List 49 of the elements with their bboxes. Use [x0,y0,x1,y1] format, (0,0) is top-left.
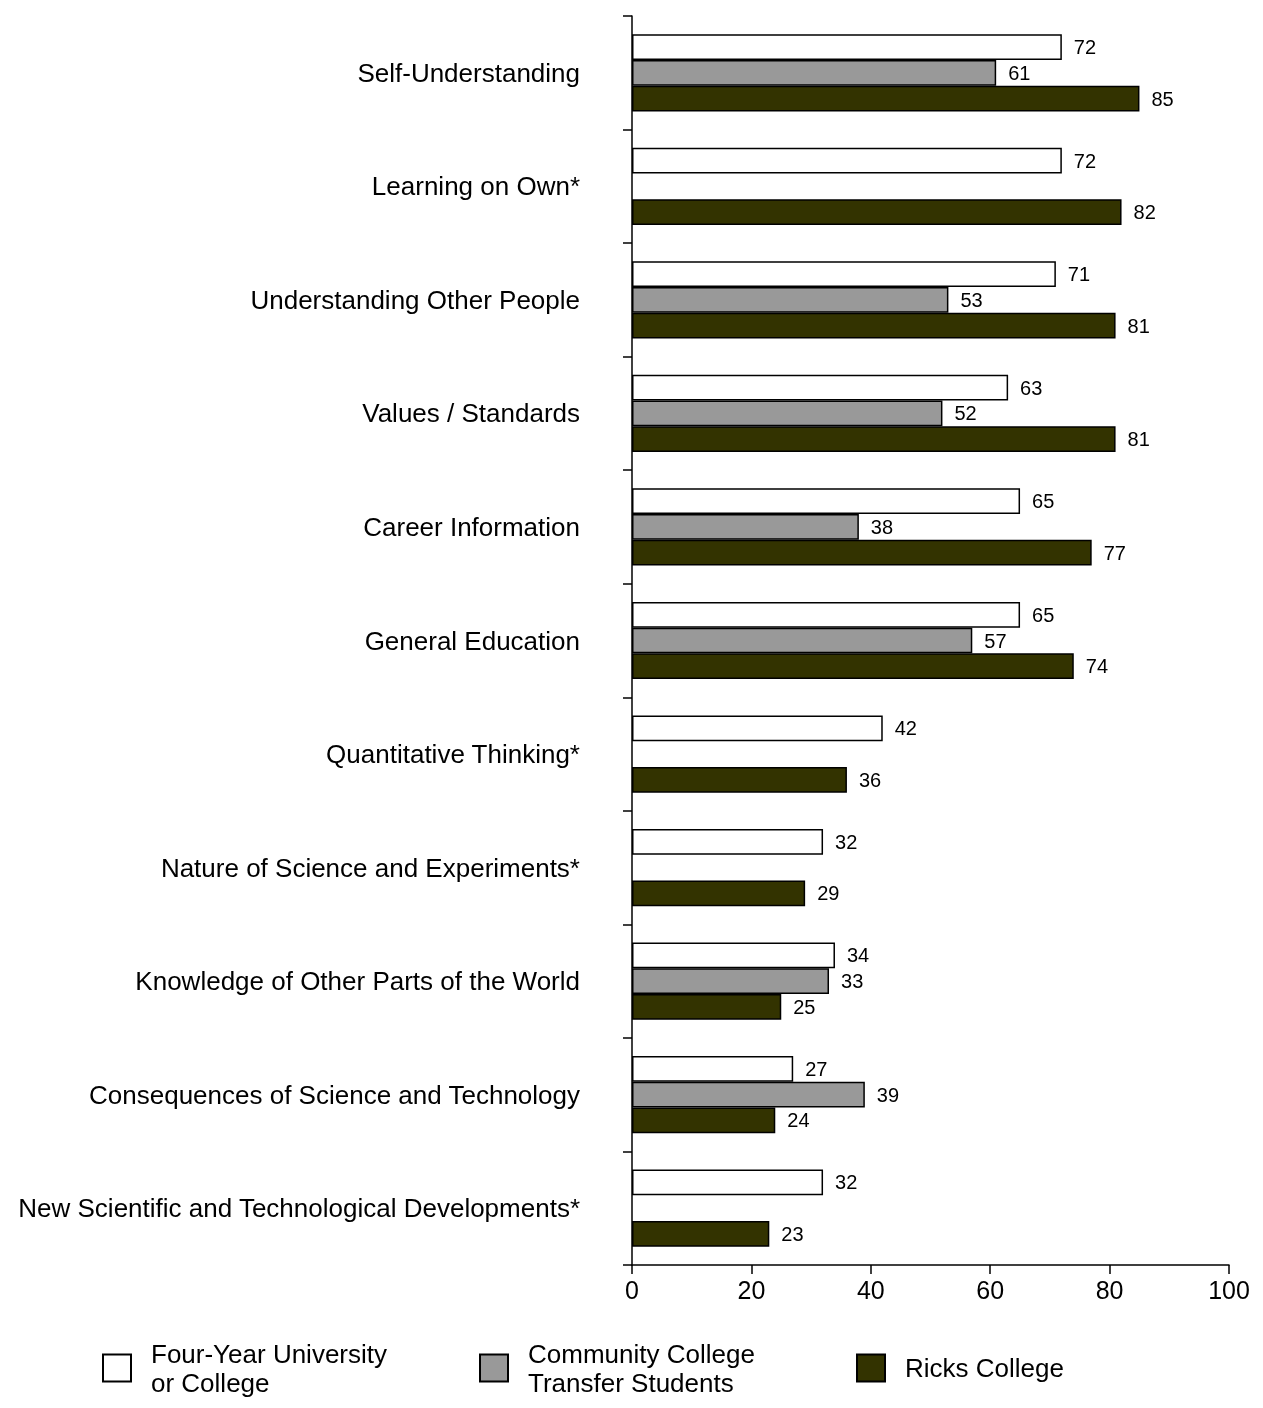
legend-label: Four-Year University or College [151,1338,395,1398]
legend-label: Community College Transfer Students [528,1338,763,1398]
data-label: 36 [858,768,882,791]
y-tick-label: Quantitative Thinking* [326,739,580,770]
y-tick-label: Knowledge of Other Parts of the World [135,966,580,997]
data-label: 27 [805,1057,828,1080]
data-label: 72 [1073,149,1097,172]
x-tick-label: 100 [1208,1275,1250,1304]
data-label: 32 [835,830,858,853]
data-label: 85 [1151,87,1174,110]
data-label: 38 [870,515,894,538]
data-label: 24 [787,1109,810,1132]
data-label: 82 [1133,201,1156,224]
data-label: 53 [960,288,983,311]
x-tick-label: 80 [1095,1275,1124,1304]
y-tick-label: Values / Standards [362,398,580,429]
x-tick-label: 40 [856,1275,885,1304]
data-label: 57 [984,629,1007,652]
data-label: 25 [793,995,816,1018]
data-label: 65 [1032,603,1055,626]
y-tick-label: Learning on Own* [371,171,580,202]
y-tick-label: Understanding Other People [250,284,580,315]
data-label: 72 [1073,36,1097,59]
data-label: 34 [846,944,870,967]
data-label: 39 [876,1083,900,1106]
data-label: 61 [1008,61,1031,84]
data-label: 63 [1020,376,1043,399]
y-tick-label: Consequences of Science and Technology [89,1079,580,1110]
data-label: 81 [1127,428,1150,451]
x-tick-label: 0 [625,1275,639,1304]
data-label: 23 [781,1222,804,1245]
x-tick-label: 20 [737,1275,766,1304]
data-label: 32 [835,1171,858,1194]
data-label: 42 [894,717,917,740]
y-tick-label: General Education [364,625,580,656]
data-label: 71 [1067,263,1091,286]
data-label: 52 [954,402,977,425]
x-tick-label: 60 [976,1275,1005,1304]
data-label: 74 [1085,655,1109,678]
data-label: 81 [1127,314,1150,337]
y-tick-label: Nature of Science and Experiments* [160,852,580,883]
data-label: 65 [1032,490,1055,513]
data-label: 29 [817,882,840,905]
y-tick-label: Self-Understanding [357,57,580,88]
y-tick-label: Career Information [363,511,580,542]
data-label: 77 [1103,541,1126,564]
y-tick-label: New Scientific and Technological Developments* [18,1193,580,1224]
data-label: 33 [841,970,864,993]
legend-label: Ricks College [905,1353,1064,1383]
